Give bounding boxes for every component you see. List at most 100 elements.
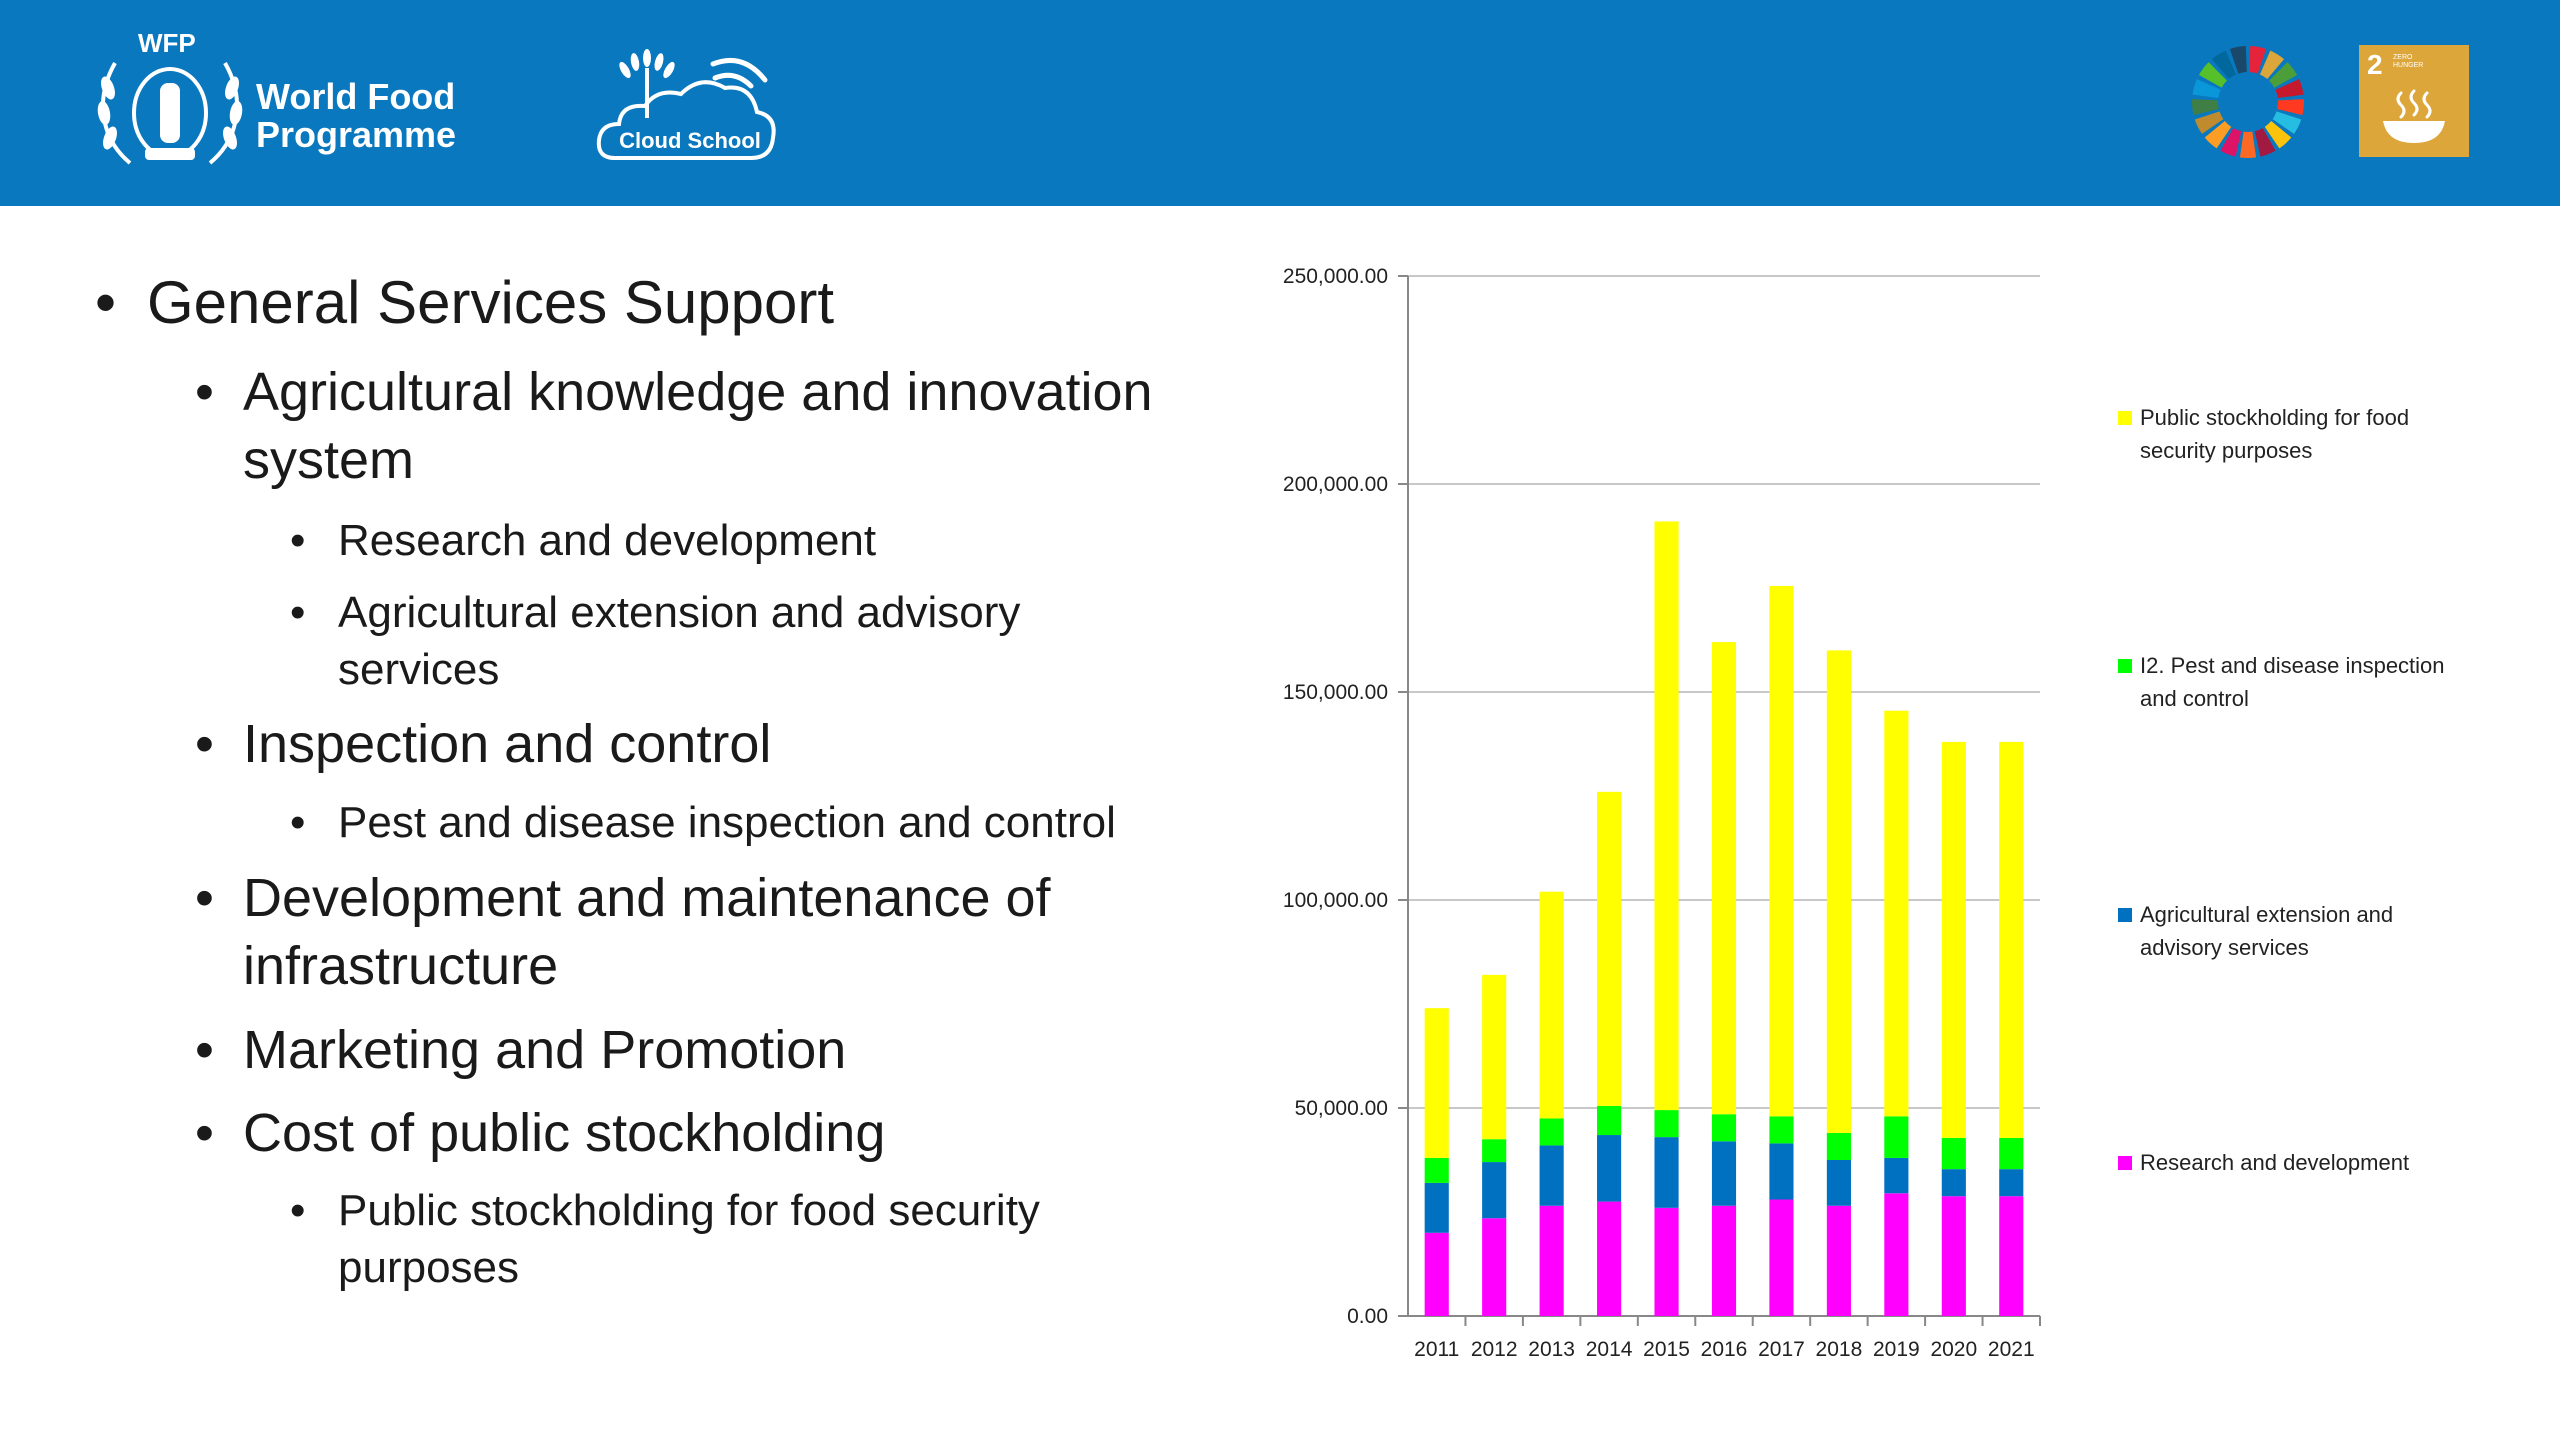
sdg-wheel-segment (2275, 79, 2304, 99)
legend-swatch (2118, 659, 2132, 673)
stacked-bar-chart: 0.00 50,000.00 100,000.00 150,000.00 200,000… (1240, 250, 2550, 1380)
x-tick-label: 2021 (1988, 1338, 2035, 1361)
x-tick-label: 2014 (1586, 1338, 1633, 1361)
cloud-school-logo: Cloud School (595, 48, 785, 168)
bar-segment (1826, 650, 1851, 1133)
bullet-text: Cost of public stockholding (243, 1103, 886, 1163)
bar-segment (1539, 1145, 1564, 1206)
wfp-name-line1: World Food (256, 76, 456, 117)
y-tick-label: 250,000.00 (1283, 265, 1388, 288)
sdg-wheel-segment (2259, 50, 2285, 80)
sdg-wheel-icon (2192, 46, 2304, 158)
bar-segment (1884, 710, 1909, 1117)
x-tick-label: 2015 (1643, 1338, 1690, 1361)
y-tick-label: 0.00 (1347, 1305, 1388, 1328)
bar-segment (1769, 1143, 1794, 1200)
sdg2-label: ZERO HUNGER (2393, 54, 2424, 69)
x-tick-label: 2012 (1471, 1338, 1518, 1361)
bar-segment (1769, 585, 1794, 1117)
bar-segment (1654, 1110, 1679, 1138)
sdg-wheel-segment (2229, 46, 2247, 74)
bar-segment (1539, 1118, 1564, 1146)
bowl-icon (2383, 89, 2445, 143)
legend-label: I2. Pest and disease inspection (2140, 653, 2445, 678)
sdg-wheel-segment (2264, 121, 2292, 149)
bar-segment (1597, 791, 1622, 1106)
legend-swatch (2118, 908, 2132, 922)
bar-segment (1597, 1135, 1622, 1202)
legend-label-cont: advisory services (2140, 935, 2309, 960)
sdg-wheel-segment (2269, 62, 2298, 88)
legend-label-cont: security purposes (2140, 438, 2312, 463)
sdg-wheel-segment (2254, 128, 2276, 157)
bullet-text-cont: services (338, 645, 500, 694)
sdg-wheel-segment (2277, 99, 2304, 116)
bar-segment (1597, 1105, 1622, 1136)
sdg-wheel-segment (2192, 79, 2221, 99)
x-tick-label: 2019 (1873, 1338, 1920, 1361)
bar-segment (1424, 1157, 1449, 1183)
bar-segment (1711, 1114, 1737, 1142)
bullet-text: Development and maintenance of (243, 868, 1051, 928)
wfp-logo: WFP World Food Programme (90, 28, 470, 188)
header-banner: WFP World Food Programme Cloud School (0, 0, 2560, 206)
legend-label: Public stockholding for food (2140, 405, 2409, 430)
bar-segment (1769, 1116, 1794, 1144)
bullet-text: Agricultural extension and advisory (338, 588, 1021, 637)
bar-segment (1424, 1008, 1449, 1158)
bullet-list: • General Services Support • Agricultura… (0, 206, 1260, 1440)
bar-segment (1884, 1116, 1909, 1158)
cloud-school-label: Cloud School (619, 128, 761, 153)
bar-segment (1826, 1205, 1851, 1316)
sdg-wheel-segment (2198, 62, 2227, 88)
bar-segment (1482, 974, 1507, 1140)
bar-segment (1999, 1137, 2024, 1170)
x-tick-label: 2011 (1414, 1338, 1459, 1361)
bar-segment (1654, 521, 1679, 1111)
wfp-abbreviation: WFP (138, 28, 196, 58)
bullet-text-cont: purposes (338, 1243, 520, 1292)
bullet-text: General Services Support (147, 269, 835, 336)
bar-segment (1826, 1160, 1851, 1206)
sdg2-zero-hunger-tile: 2 ZERO HUNGER (2359, 45, 2469, 157)
x-tick-label: 2017 (1758, 1338, 1805, 1361)
bar-segment (1654, 1137, 1679, 1208)
cloud-icon (596, 49, 776, 160)
sdg-wheel-segment (2194, 111, 2224, 134)
bar-segment (1941, 1137, 1966, 1170)
bullet-text: Pest and disease inspection and control (338, 798, 1116, 847)
chart-svg: 0.00 50,000.00 100,000.00 150,000.00 200,000… (1283, 265, 2445, 1361)
bar-segment (1424, 1232, 1449, 1316)
bar-segment (1999, 741, 2024, 1138)
bar-segment (1999, 1169, 2024, 1197)
bar-segment (1711, 642, 1737, 1115)
bar-segment (1941, 1169, 1966, 1197)
wfp-name: World Food Programme (256, 78, 466, 154)
bar-segment (1539, 891, 1564, 1119)
x-tick-label: 2018 (1816, 1338, 1863, 1361)
bullet-text-cont: system (243, 430, 415, 490)
legend-swatch (2118, 411, 2132, 425)
y-tick-label: 50,000.00 (1295, 1097, 1388, 1120)
bullet-text: Marketing and Promotion (243, 1020, 847, 1080)
bar-segment (1711, 1205, 1737, 1316)
bar-segment (1884, 1193, 1909, 1316)
bar-segment (1654, 1207, 1679, 1316)
bar-segment (1597, 1201, 1622, 1316)
x-tick-label: 2020 (1930, 1338, 1977, 1361)
legend-label: Agricultural extension and (2140, 902, 2393, 927)
bar-segment (1539, 1205, 1564, 1316)
sdg-wheel-segment (2192, 99, 2219, 116)
bar-segment (1711, 1141, 1737, 1206)
bullet-text: Public stockholding for food security (338, 1186, 1040, 1235)
bullet-text: Research and development (338, 516, 877, 565)
bullet-text: Inspection and control (243, 714, 772, 774)
legend-swatch (2118, 1156, 2132, 1170)
sdg-wheel-segment (2272, 111, 2302, 134)
bullet-text: Agricultural knowledge and innovation (243, 362, 1153, 422)
x-tick-label: 2013 (1528, 1338, 1575, 1361)
y-tick-label: 100,000.00 (1283, 889, 1388, 912)
bar-segment (1884, 1157, 1909, 1194)
sdg-wheel-segment (2239, 131, 2257, 158)
bar-segment (1482, 1162, 1507, 1219)
